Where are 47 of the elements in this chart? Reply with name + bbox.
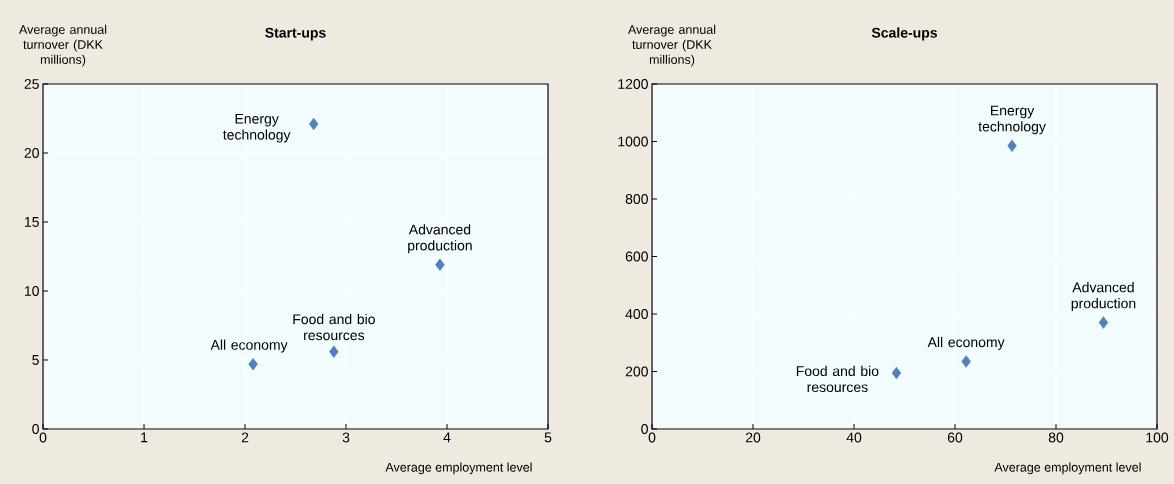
point bbox=[248, 357, 258, 371]
annotation: Food and bio resources bbox=[293, 313, 375, 341]
x-tick-label: 3 bbox=[342, 432, 350, 443]
point bbox=[961, 355, 971, 368]
y-tick-label: 0 bbox=[641, 424, 648, 434]
annotation: All economy bbox=[210, 339, 288, 353]
annotation: Energy technology bbox=[223, 113, 291, 143]
y-tick-label: 20 bbox=[24, 148, 39, 158]
annotation: Food and bio resources bbox=[796, 365, 879, 393]
y-tick-label: 15 bbox=[24, 217, 39, 227]
x-tick-label: 0 bbox=[39, 432, 47, 443]
y-tick-label: 0 bbox=[32, 424, 39, 434]
y-tick-label: 1000 bbox=[618, 136, 648, 147]
point bbox=[308, 117, 319, 131]
y-tick-label: 600 bbox=[625, 251, 648, 262]
y-tick-label: 10 bbox=[24, 286, 39, 296]
x-axis-title: Average employment level bbox=[385, 462, 532, 475]
x-axis-title: Average employment level bbox=[994, 462, 1141, 475]
annotation: Energy technology bbox=[978, 105, 1046, 135]
x-tick-label: 2 bbox=[241, 432, 249, 443]
annotation: Advanced production bbox=[1071, 282, 1136, 312]
y-axis-title: Average annual turnover (DKK millions) bbox=[628, 24, 716, 67]
point bbox=[891, 366, 902, 380]
point bbox=[1007, 139, 1017, 153]
y-axis-title: Average annual turnover (DKK millions) bbox=[19, 24, 107, 67]
y-tick-label: 5 bbox=[32, 355, 39, 365]
y-tick-label: 200 bbox=[625, 366, 648, 377]
x-tick-label: 80 bbox=[1048, 432, 1064, 443]
point bbox=[329, 345, 339, 358]
x-tick-label: 0 bbox=[648, 432, 656, 443]
x-tick-label: 40 bbox=[846, 432, 862, 443]
x-tick-label: 20 bbox=[745, 432, 761, 443]
point bbox=[1098, 316, 1109, 329]
x-tick-label: 1 bbox=[141, 432, 148, 443]
y-tick-label: 800 bbox=[625, 194, 648, 204]
chart-title: Start-ups bbox=[265, 27, 326, 41]
x-tick-label: 60 bbox=[947, 432, 963, 443]
annotation: All economy bbox=[927, 336, 1005, 350]
chart-title: Scale-ups bbox=[871, 27, 937, 41]
x-tick-label: 4 bbox=[443, 432, 451, 443]
point bbox=[435, 258, 445, 271]
x-tick-label: 100 bbox=[1146, 432, 1169, 443]
y-tick-label: 1200 bbox=[618, 79, 648, 89]
y-tick-label: 400 bbox=[625, 309, 648, 319]
x-tick-label: 5 bbox=[544, 432, 552, 443]
annotation: Advanced production bbox=[408, 224, 472, 254]
y-tick-label: 25 bbox=[24, 79, 39, 89]
